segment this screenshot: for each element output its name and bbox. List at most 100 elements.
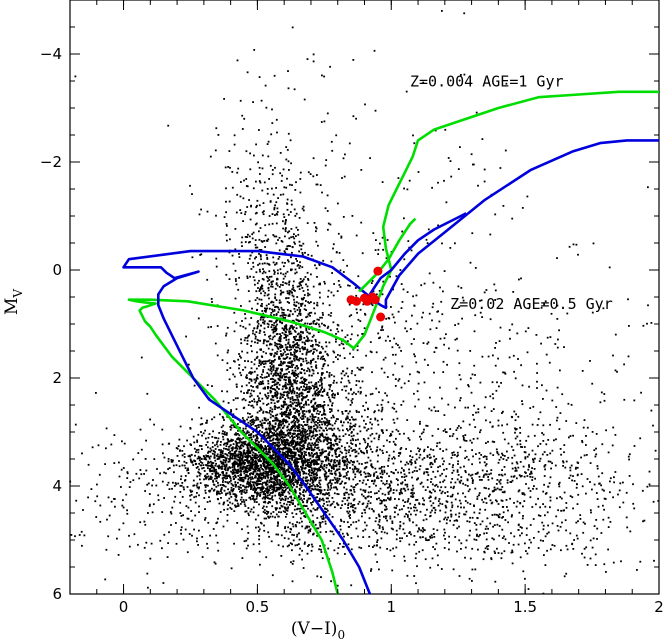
field-star	[261, 488, 263, 491]
field-star	[260, 304, 262, 307]
field-star	[288, 442, 291, 445]
field-star	[265, 431, 268, 434]
field-star	[191, 418, 193, 421]
field-star	[258, 249, 261, 251]
field-star	[234, 495, 237, 497]
field-star	[232, 399, 235, 401]
field-star	[273, 354, 276, 357]
field-star	[298, 450, 300, 453]
field-star	[319, 466, 322, 468]
field-star	[315, 183, 318, 186]
field-star	[349, 454, 352, 457]
field-star	[295, 425, 298, 428]
field-star	[205, 444, 208, 446]
field-star	[326, 419, 329, 422]
field-star	[293, 446, 295, 449]
field-star	[227, 166, 230, 168]
field-star	[246, 430, 249, 433]
field-star	[279, 289, 282, 292]
field-star	[241, 128, 244, 130]
field-star	[491, 440, 494, 443]
field-star	[355, 527, 358, 530]
field-star	[291, 549, 293, 552]
field-star	[255, 378, 258, 380]
field-star	[345, 385, 348, 388]
field-star	[324, 436, 327, 439]
field-star	[276, 343, 279, 346]
field-star	[349, 410, 351, 413]
field-star	[296, 438, 299, 440]
field-star	[262, 290, 265, 293]
field-star	[288, 313, 291, 316]
field-star	[276, 461, 279, 464]
field-star	[272, 378, 275, 381]
field-star	[291, 469, 293, 471]
field-star	[256, 204, 258, 207]
field-star	[320, 427, 323, 430]
field-star	[332, 392, 334, 395]
field-star	[275, 369, 278, 372]
field-star	[272, 451, 275, 454]
field-star	[231, 484, 234, 486]
field-star	[304, 402, 307, 405]
field-star	[268, 343, 271, 346]
field-star	[250, 204, 252, 207]
field-star	[289, 455, 292, 457]
field-star	[322, 302, 324, 305]
field-star	[276, 397, 279, 399]
field-star	[233, 452, 236, 455]
field-star	[280, 353, 282, 355]
field-star	[243, 441, 246, 443]
field-star	[272, 469, 274, 472]
field-star	[385, 482, 388, 485]
field-star	[321, 417, 323, 420]
field-star	[229, 477, 232, 480]
field-star	[285, 297, 288, 299]
field-star	[259, 476, 261, 479]
field-star	[191, 460, 194, 463]
field-star	[300, 431, 302, 434]
field-star	[269, 342, 272, 345]
field-star	[263, 458, 266, 460]
field-star	[303, 296, 305, 299]
field-star	[276, 486, 278, 489]
field-star	[232, 489, 235, 492]
field-star	[273, 309, 276, 311]
field-star	[267, 382, 270, 385]
field-star	[261, 424, 264, 427]
field-star	[269, 430, 272, 433]
field-star	[128, 534, 130, 537]
field-star	[276, 318, 278, 321]
field-star	[255, 211, 258, 214]
field-star	[363, 426, 366, 429]
field-star	[245, 485, 248, 488]
field-star	[286, 290, 289, 293]
field-star	[289, 352, 292, 354]
field-star	[225, 453, 228, 456]
field-star	[303, 489, 306, 492]
field-star	[352, 428, 355, 431]
field-star	[380, 410, 383, 413]
field-star	[244, 433, 247, 436]
field-star	[317, 391, 319, 394]
field-star	[493, 490, 495, 492]
field-star	[278, 421, 281, 424]
field-star	[293, 422, 296, 425]
field-star	[286, 405, 289, 408]
field-star	[272, 453, 275, 456]
field-star	[321, 191, 323, 194]
field-star	[302, 388, 304, 391]
field-star	[220, 449, 222, 451]
field-star	[291, 456, 294, 459]
field-star	[325, 341, 327, 344]
field-star	[189, 443, 192, 446]
field-star	[263, 340, 265, 343]
field-star	[308, 411, 311, 414]
field-star	[289, 376, 291, 379]
field-star	[274, 393, 277, 395]
field-star	[549, 423, 551, 426]
field-star	[316, 496, 318, 499]
field-star	[261, 419, 264, 422]
field-star	[222, 479, 225, 481]
field-star	[191, 461, 194, 464]
